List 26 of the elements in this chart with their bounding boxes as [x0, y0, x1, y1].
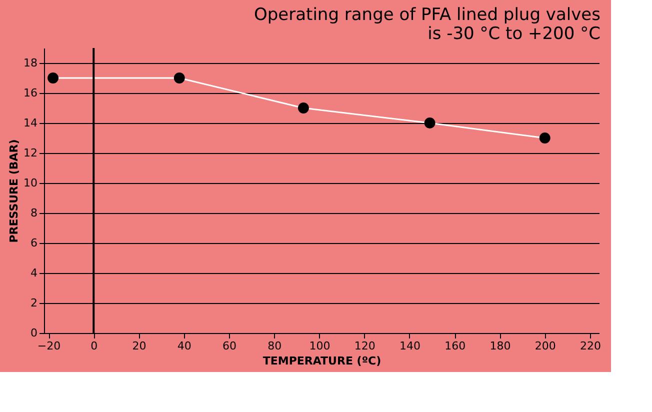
x-tick-label: 200 — [534, 340, 556, 352]
y-tick-label: 12 — [24, 146, 38, 160]
y-tick-label: 8 — [30, 206, 38, 220]
y-tick-label: 4 — [30, 266, 38, 280]
y-tick-label: 18 — [24, 56, 38, 70]
y-axis-title: PRESSURE (BAR) — [8, 139, 21, 243]
x-tick-label: 180 — [490, 340, 511, 352]
x-tick-label: 140 — [399, 340, 420, 352]
y-tick-label: 14 — [24, 116, 38, 130]
x-tick-label: 20 — [132, 340, 146, 352]
x-tick-label: 40 — [177, 340, 192, 352]
x-axis-title: TEMPERATURE (ºC) — [262, 354, 382, 368]
chart-title: Operating range of PFA lined plug valves is -30 °C to +200 °C — [254, 5, 601, 44]
x-tick-label: 60 — [222, 340, 236, 352]
x-tick-label: −20 — [37, 340, 61, 352]
y-tick-label: 16 — [24, 86, 38, 100]
y-tick-label: 6 — [30, 236, 38, 250]
x-tick-label: 220 — [580, 340, 601, 352]
x-tick-label: 80 — [268, 340, 282, 352]
y-tick-label: 0 — [30, 326, 38, 340]
x-tick-label: 0 — [90, 340, 98, 352]
y-tick-label: 10 — [24, 176, 38, 190]
x-tick-label: 120 — [354, 340, 376, 352]
x-tick-label: 100 — [309, 340, 330, 352]
x-tick-label: 160 — [444, 340, 466, 352]
y-tick-label: 2 — [30, 296, 38, 310]
